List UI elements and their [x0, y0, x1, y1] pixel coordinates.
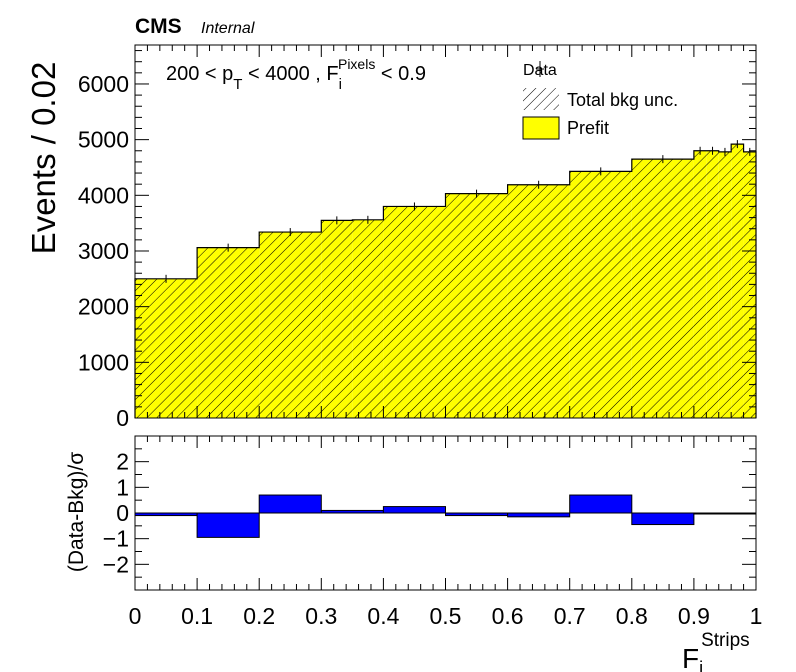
y-tick-label: 2000 — [78, 294, 129, 320]
pull-y-tick-label: 0 — [116, 500, 129, 526]
unc-hatch — [445, 193, 508, 418]
unc-hatch — [731, 144, 744, 418]
x-tick-labels: 0 0.1 0.2 0.3 0.4 0.5 0.6 0.7 0.8 0.9 1 — [129, 603, 763, 629]
unc-hatch — [743, 151, 756, 418]
unc-hatch — [507, 184, 570, 418]
y-tick-label: 1000 — [78, 349, 129, 375]
x-tick-label: 0.8 — [616, 603, 648, 629]
pull-axis-ticks — [134, 436, 757, 590]
pull-y-axis-label: (Data-Bkg)/σ — [65, 452, 88, 572]
x-tick-label: 0.4 — [367, 603, 399, 629]
unc-hatch — [718, 151, 732, 418]
pull-bar — [569, 494, 633, 514]
x-tick-label: 0.2 — [243, 603, 275, 629]
legend-prefit-swatch — [522, 116, 560, 140]
main-y-tick-labels: 0 1000 2000 3000 4000 5000 6000 — [78, 71, 129, 431]
pull-y-tick-label: 2 — [116, 449, 129, 475]
pull-bar — [196, 512, 260, 538]
pull-bar — [382, 506, 446, 514]
y-tick-label: 6000 — [78, 71, 129, 97]
pull-y-tick-label: −2 — [103, 551, 129, 577]
legend-unc-swatch — [523, 88, 559, 110]
y-tick-label: 4000 — [78, 182, 129, 208]
main-y-axis-label: Events / 0.02 — [25, 62, 62, 255]
legend-data-marker — [536, 61, 544, 77]
unc-hatch — [135, 278, 198, 418]
unc-hatch — [383, 206, 446, 418]
legend-prefit-label: Prefit — [567, 118, 609, 138]
x-tick-label: 0.1 — [181, 603, 213, 629]
unc-hatch — [352, 219, 384, 418]
pull-bar — [258, 494, 322, 514]
pull-bar — [631, 512, 695, 526]
x-tick-label: 0 — [129, 603, 142, 629]
data-points — [165, 140, 751, 283]
unc-hatch — [321, 220, 353, 418]
x-tick-label: 0.9 — [678, 603, 710, 629]
legend-unc-label: Total bkg unc. — [567, 90, 678, 110]
bkg-uncertainty-band — [135, 144, 756, 418]
selection-text: 200 < pT < 4000 , FiPixels < 0.9 — [166, 56, 426, 93]
unc-hatch — [693, 150, 707, 418]
x-tick-label: 0.5 — [430, 603, 462, 629]
x-axis-label: FiStrips — [682, 630, 750, 672]
unc-hatch — [197, 247, 260, 418]
legend-data-label: Data — [523, 62, 557, 79]
x-tick-label: 0.6 — [492, 603, 524, 629]
y-tick-label: 3000 — [78, 238, 129, 264]
pull-histogram — [134, 494, 757, 538]
pull-y-tick-label: −1 — [103, 526, 129, 552]
unc-hatch — [631, 159, 694, 418]
x-tick-label: 0.7 — [554, 603, 586, 629]
main-axis-ticks — [134, 45, 757, 419]
legend: Data Total bkg unc. Prefit — [522, 61, 678, 140]
y-tick-label: 5000 — [78, 127, 129, 153]
experiment-label: CMS — [135, 15, 182, 38]
unc-hatch — [569, 171, 632, 418]
x-tick-label: 1 — [750, 603, 763, 629]
pull-y-tick-label: 1 — [116, 474, 129, 500]
y-tick-label: 0 — [116, 405, 129, 431]
status-label: Internal — [201, 20, 255, 37]
unc-hatch — [706, 150, 719, 418]
unc-hatch — [259, 232, 322, 418]
pull-bar — [507, 512, 571, 518]
x-tick-label: 0.3 — [305, 603, 337, 629]
